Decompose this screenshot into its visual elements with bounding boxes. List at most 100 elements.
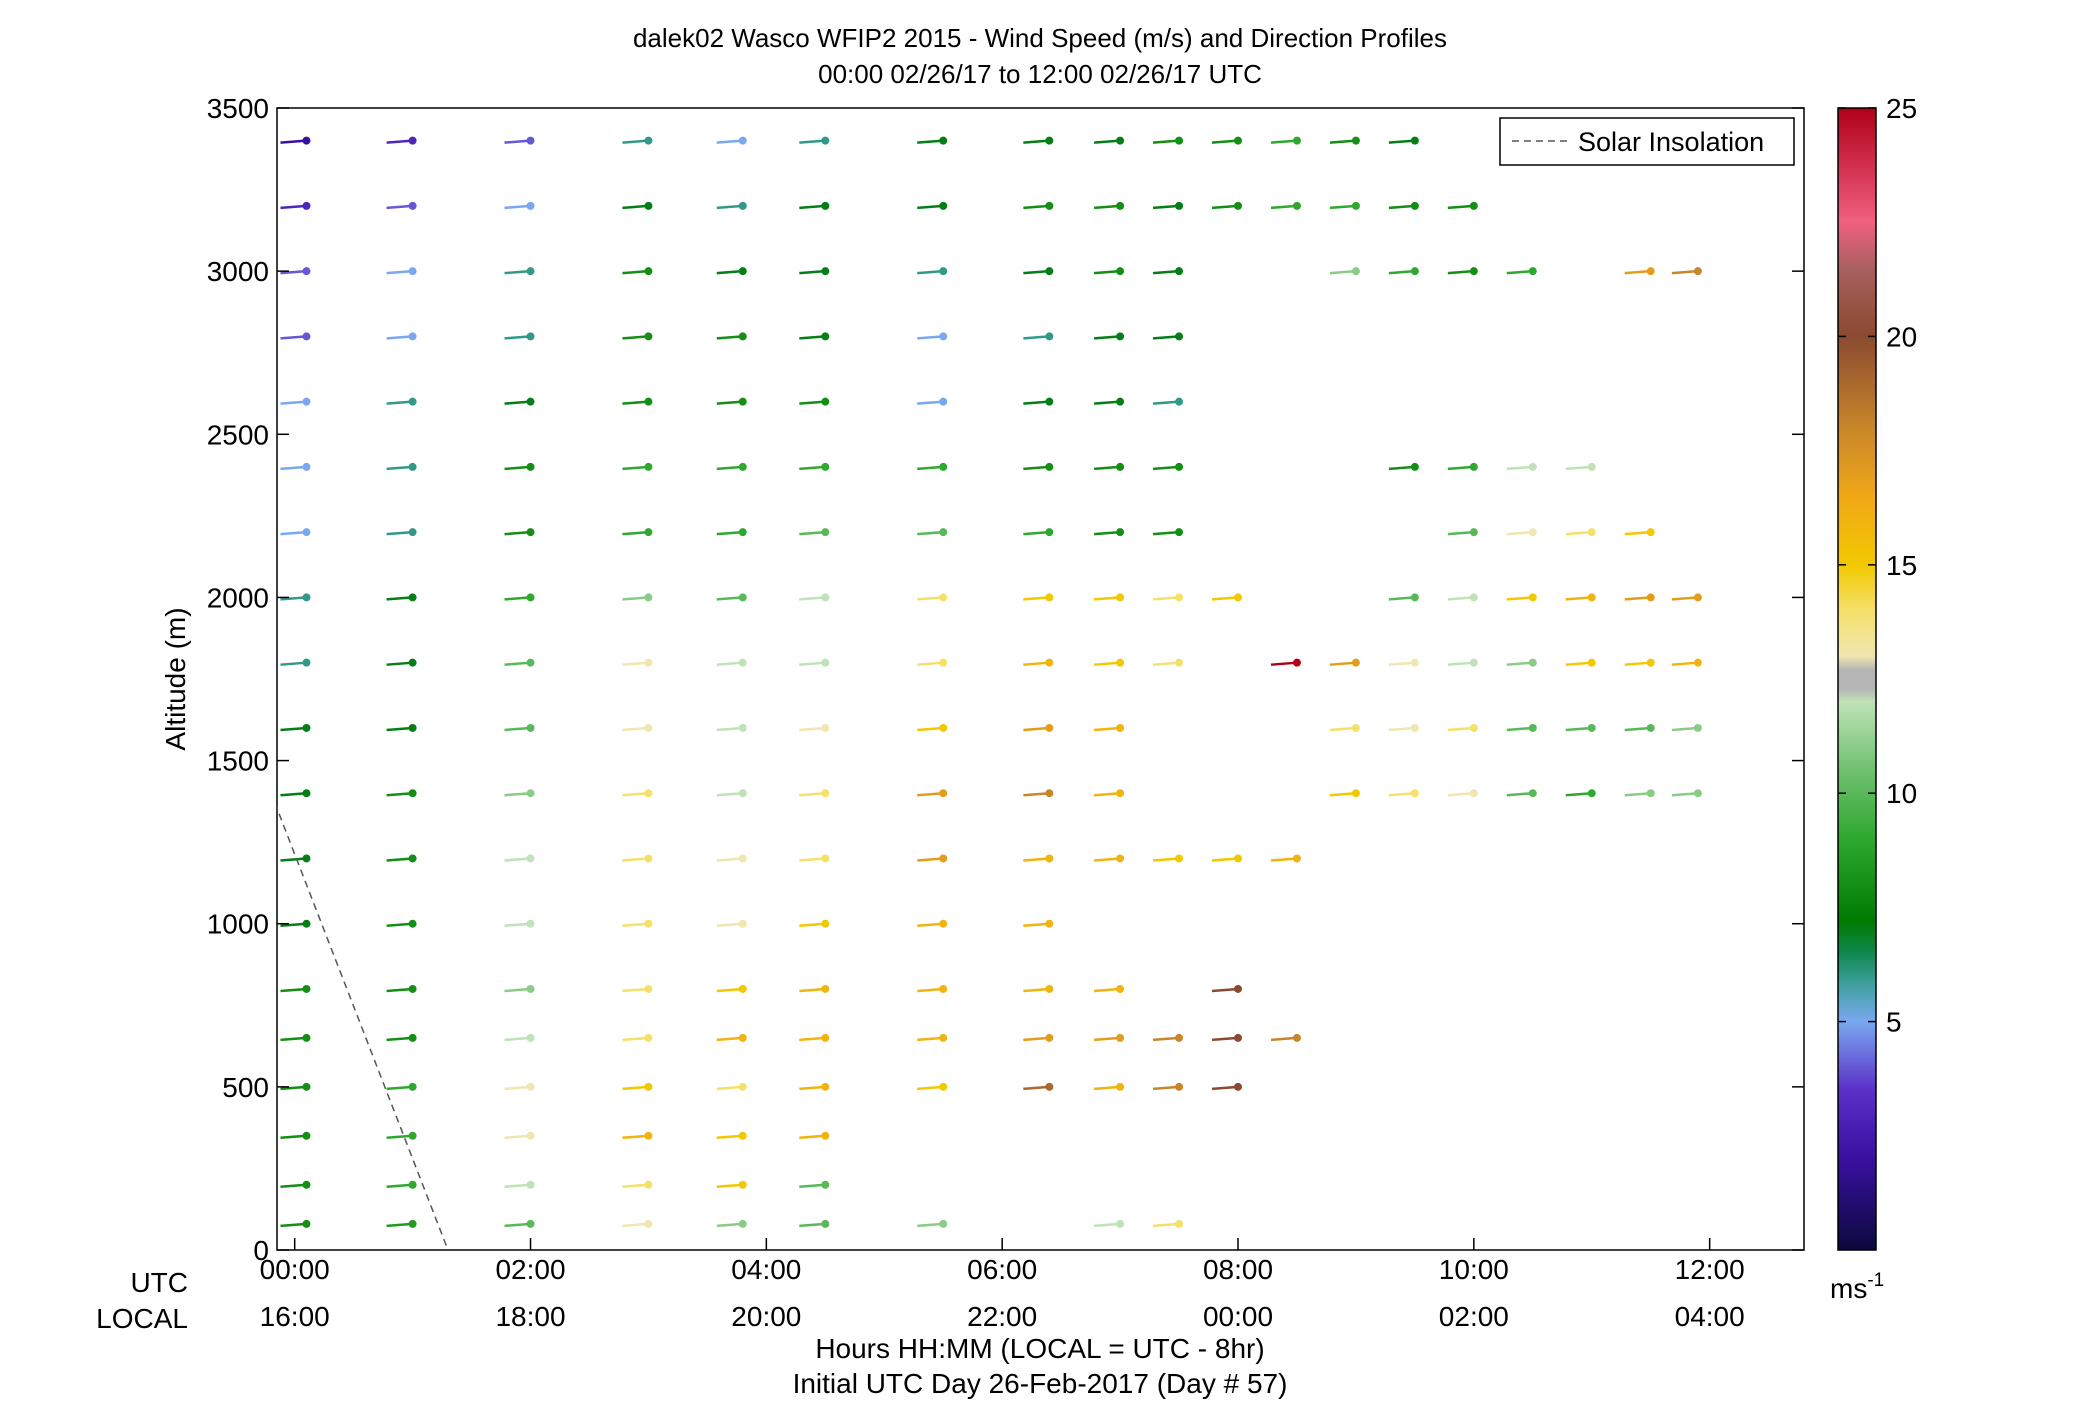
wind-barb: [1093, 854, 1125, 863]
wind-barb: [280, 201, 311, 210]
wind-barb-shaft: [716, 661, 743, 666]
wind-barb: [917, 397, 948, 406]
wind-barb: [1152, 854, 1184, 863]
wind-barb-dot: [644, 332, 653, 341]
wind-barb-dot: [526, 789, 535, 798]
chart-title: dalek02 Wasco WFIP2 2015 - Wind Speed (m…: [633, 23, 1447, 53]
wind-barb-dot: [1116, 723, 1125, 732]
wind-barb-dot: [939, 1033, 948, 1042]
wind-barb-shaft: [504, 857, 531, 862]
wind-barb-dot: [408, 1219, 417, 1228]
wind-barb-shaft: [504, 726, 531, 732]
wind-barb-dot: [1175, 267, 1184, 276]
wind-barb-dot: [1175, 593, 1184, 602]
wind-barb-dot: [302, 789, 311, 798]
wind-barb: [1023, 854, 1054, 863]
wind-barb-dot: [1410, 593, 1419, 602]
wind-barb: [716, 1033, 747, 1042]
wind-barb-shaft: [1388, 791, 1415, 797]
wind-barb-shaft: [1671, 661, 1698, 666]
wind-barb-shaft: [504, 661, 531, 666]
wind-barb: [1565, 462, 1596, 471]
wind-barb-shaft: [1023, 922, 1050, 927]
wind-barb: [1152, 658, 1184, 667]
wind-barb: [1506, 528, 1537, 537]
wind-barb-shaft: [622, 139, 649, 144]
wind-barb: [917, 528, 948, 537]
wind-barb-shaft: [1152, 857, 1180, 862]
wind-barb-dot: [939, 723, 948, 732]
wind-barb-dot: [1116, 1082, 1125, 1091]
wind-barb: [917, 919, 948, 928]
wind-barb-dot: [1469, 462, 1478, 471]
wind-barb-shaft: [1211, 596, 1239, 601]
wind-barb: [622, 462, 653, 471]
colorbar-tick-label: 20: [1886, 321, 1917, 352]
wind-barb-dot: [939, 136, 948, 145]
wind-barb-shaft: [1388, 661, 1415, 666]
wind-barb-dot: [939, 593, 948, 602]
wind-barb: [1093, 593, 1125, 602]
wind-barb-shaft: [1506, 269, 1533, 275]
legend-label-solar: Solar Insolation: [1578, 127, 1764, 157]
wind-barb: [799, 1180, 830, 1189]
wind-barb-dot: [526, 658, 535, 667]
wind-barb-shaft: [1447, 530, 1474, 536]
wind-barb-shaft: [917, 661, 944, 666]
wind-barb-shaft: [1152, 596, 1180, 601]
wind-barb-shaft: [1023, 1085, 1050, 1091]
wind-barb-shaft: [504, 335, 531, 340]
colorbar-unit-exponent: -1: [1867, 1270, 1884, 1291]
wind-barb-shaft: [1023, 987, 1050, 993]
wind-barb-dot: [1116, 1033, 1125, 1042]
wind-barb: [280, 1033, 311, 1042]
wind-barb-shaft: [1093, 987, 1121, 993]
wind-barb: [1671, 789, 1702, 798]
wind-barb-dot: [1045, 658, 1054, 667]
colorbar-tick-label: 15: [1886, 550, 1917, 581]
wind-barb-shaft: [386, 857, 413, 862]
wind-barb: [280, 136, 311, 145]
wind-barb-shaft: [1565, 465, 1592, 471]
x-axis-sublabel: Initial UTC Day 26-Feb-2017 (Day # 57): [793, 1368, 1288, 1399]
wind-barb-dot: [408, 1033, 417, 1042]
wind-barb: [1152, 201, 1184, 210]
wind-barb-dot: [1116, 1219, 1125, 1228]
wind-barb: [1211, 136, 1243, 145]
wind-barb-shaft: [1023, 335, 1050, 340]
wind-barb-dot: [821, 267, 830, 276]
wind-barb: [1624, 267, 1655, 276]
wind-barb: [1671, 267, 1702, 276]
wind-barb-shaft: [1211, 1085, 1239, 1091]
wind-barb-shaft: [1447, 269, 1474, 275]
x-tick-label-local: 16:00: [260, 1301, 330, 1332]
wind-barb-shaft: [716, 269, 743, 275]
wind-barb-dot: [302, 984, 311, 993]
wind-barbs: [280, 136, 1702, 1228]
wind-barb-dot: [1351, 658, 1360, 667]
wind-barb: [716, 397, 747, 406]
wind-barb-dot: [1469, 723, 1478, 732]
wind-barb-dot: [1587, 462, 1596, 471]
wind-barb-dot: [526, 593, 535, 602]
wind-barb-dot: [1045, 201, 1054, 210]
wind-barb: [280, 462, 311, 471]
wind-barb: [1093, 723, 1125, 732]
wind-barb-dot: [1116, 658, 1125, 667]
x-tick-label-local: 20:00: [731, 1301, 801, 1332]
wind-barb-dot: [1116, 984, 1125, 993]
wind-barb: [1388, 462, 1419, 471]
wind-barb: [716, 789, 747, 798]
wind-barb-shaft: [1023, 791, 1050, 797]
wind-barb-shaft: [1270, 204, 1298, 210]
wind-barb-dot: [408, 462, 417, 471]
wind-barb: [917, 136, 948, 145]
wind-barb-shaft: [1624, 661, 1651, 666]
wind-barb: [716, 267, 747, 276]
wind-barb-dot: [821, 658, 830, 667]
wind-barb: [504, 267, 535, 276]
wind-barb-shaft: [799, 1134, 826, 1140]
wind-barb-dot: [1175, 854, 1184, 863]
wind-barb: [1023, 462, 1054, 471]
wind-barb-shaft: [1152, 139, 1180, 144]
